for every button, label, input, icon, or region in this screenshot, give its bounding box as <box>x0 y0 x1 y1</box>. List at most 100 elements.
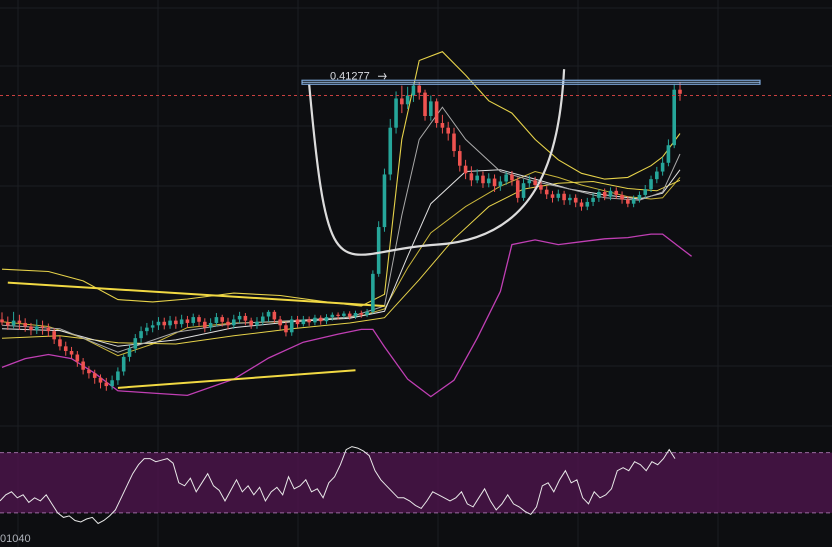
bollinger-bands <box>1 51 692 398</box>
candle-bearish <box>17 320 22 323</box>
candle-bearish <box>469 173 474 181</box>
candle-bullish <box>139 331 143 339</box>
candle-bullish <box>34 326 39 330</box>
candle-bearish <box>5 322 10 326</box>
candle-bearish <box>434 101 439 124</box>
rsi-line <box>0 446 676 525</box>
candle-bearish <box>295 319 300 325</box>
bollinger-upper-line <box>1 51 681 307</box>
candle-bearish <box>58 339 62 347</box>
candle-bearish <box>87 369 91 374</box>
candle-bullish <box>388 127 393 175</box>
candle-bullish <box>376 227 381 274</box>
candle-bearish <box>318 317 323 322</box>
candle-bullish <box>301 319 306 325</box>
candle-bullish <box>313 317 317 323</box>
candle-bearish <box>417 85 422 93</box>
bollinger-lower-line <box>1 233 692 398</box>
candle-bullish <box>365 311 369 315</box>
candle-bullish <box>121 356 126 372</box>
candle-bullish <box>591 197 595 202</box>
candle-bearish <box>423 92 427 116</box>
candle-bullish <box>237 315 242 320</box>
candle-bearish <box>573 197 578 203</box>
candle-bullish <box>324 317 329 322</box>
candle-bearish <box>174 320 178 325</box>
drawing-trendlines[interactable] <box>7 281 385 389</box>
candle-bearish <box>626 199 630 204</box>
candle-bullish <box>127 348 132 357</box>
candle-bullish <box>672 89 677 146</box>
candle-bullish <box>156 321 161 326</box>
moving-average-line-1 <box>1 179 681 345</box>
candle-bearish <box>463 165 468 174</box>
candle-bearish <box>203 321 207 328</box>
candle-bearish <box>243 315 248 321</box>
candle-bearish <box>98 377 103 383</box>
candle-bearish <box>272 311 277 320</box>
candle-bullish <box>521 183 526 198</box>
candle-bearish <box>562 193 566 201</box>
candle-bearish <box>510 174 514 181</box>
candle-bullish <box>394 98 398 128</box>
candle-bearish <box>46 327 51 332</box>
candle-bullish <box>168 320 172 326</box>
candle-bullish <box>116 371 120 381</box>
rsi-indicator-pane[interactable] <box>0 446 832 525</box>
candle-bearish <box>52 331 56 340</box>
candle-bullish <box>660 162 665 172</box>
candle-bullish <box>11 320 16 326</box>
candle-bullish <box>486 178 491 184</box>
candle-bearish <box>92 373 97 378</box>
candle-bearish <box>452 133 456 152</box>
bollinger-middle-line <box>1 170 681 357</box>
candle-bearish <box>29 326 33 330</box>
candle-bearish <box>533 180 537 185</box>
candle-bullish <box>260 316 265 322</box>
candle-bullish <box>429 101 433 116</box>
candle-bearish <box>492 178 497 187</box>
candle-bullish <box>637 194 642 200</box>
candle-bullish <box>597 192 601 198</box>
candle-bullish <box>655 171 659 180</box>
candle-bearish <box>457 151 462 166</box>
price-levels[interactable] <box>0 72 832 97</box>
candle-bullish <box>266 311 271 317</box>
candle-bullish <box>179 319 184 325</box>
candle-bullish <box>608 190 613 197</box>
candle-bullish <box>330 314 335 318</box>
candle-bearish <box>81 361 85 370</box>
candle-bearish <box>220 317 225 322</box>
cup-arc <box>308 69 566 256</box>
candle-bearish <box>347 313 352 317</box>
rsi-band-fill <box>0 452 832 513</box>
candle-bearish <box>446 127 451 134</box>
candle-bearish <box>69 351 74 355</box>
candle-bearish <box>226 321 230 326</box>
candle-bullish <box>666 145 671 163</box>
candle-bullish <box>643 189 648 195</box>
candle-bearish <box>104 382 109 387</box>
candle-bearish <box>539 184 543 190</box>
candle-bullish <box>568 197 572 201</box>
candle-bullish <box>556 193 561 198</box>
candle-bearish <box>197 317 201 322</box>
candle-bullish <box>475 175 479 181</box>
candle-bullish <box>631 199 636 204</box>
candle-bearish <box>40 326 45 328</box>
time-axis-label: 01040 <box>0 533 31 545</box>
candle-bullish <box>371 273 375 312</box>
candle-bearish <box>284 325 288 333</box>
candlestick-series[interactable] <box>0 82 682 391</box>
candle-bullish <box>214 317 219 323</box>
candle-bearish <box>550 194 555 198</box>
candle-bearish <box>0 319 4 323</box>
candle-bullish <box>405 95 410 105</box>
candle-bearish <box>63 346 68 352</box>
cup-arc-drawing[interactable] <box>308 69 566 256</box>
candle-bullish <box>585 201 590 207</box>
candle-bullish <box>382 174 387 228</box>
triangle-lower-trendline <box>117 369 356 389</box>
